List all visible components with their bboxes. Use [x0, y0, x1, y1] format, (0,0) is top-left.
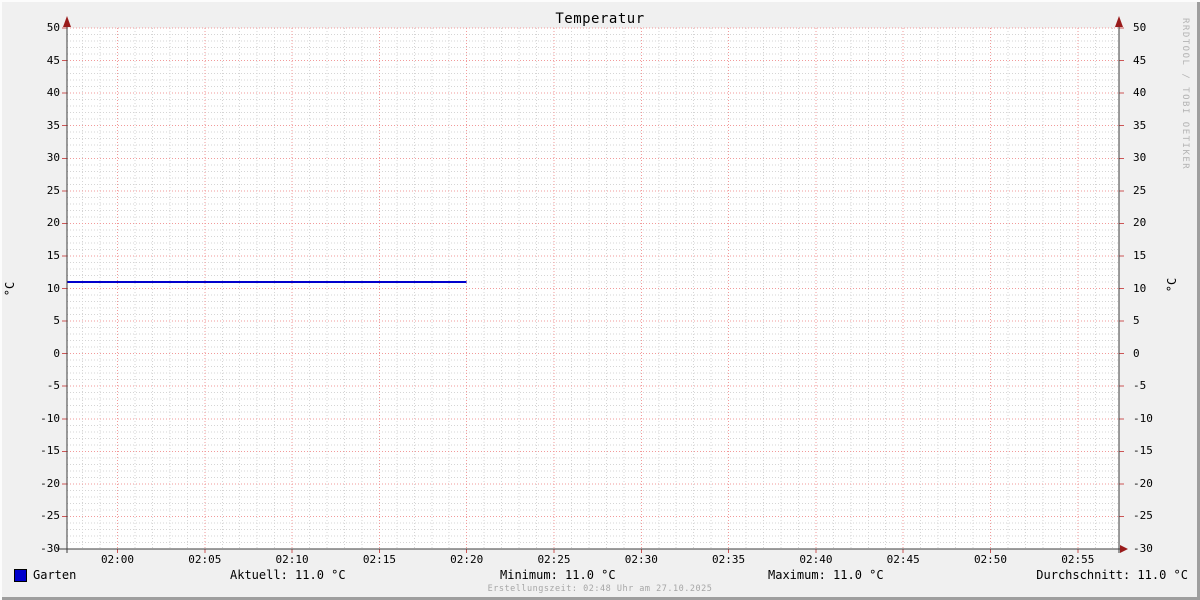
y-axis-tick-label-left: -15: [40, 444, 60, 458]
y-axis-tick-label-left: 20: [46, 216, 60, 230]
y-axis-tick-label-left: 45: [46, 53, 60, 67]
y-axis-unit-left: °C: [3, 281, 17, 297]
x-axis-tick-label: 02:50: [973, 553, 1008, 566]
x-axis-tick-label: 02:45: [886, 553, 920, 566]
y-axis-tick-label-right: 5: [1133, 314, 1140, 328]
y-axis-tick-label-right: -15: [1133, 444, 1153, 458]
x-axis-tick-label: 02:25: [537, 553, 571, 566]
legend-series-label: Garten: [33, 568, 77, 582]
y-axis-tick-label-right: 50: [1133, 21, 1147, 34]
y-axis-tick-label-right: 0: [1133, 346, 1140, 360]
y-axis-tick-label-left: 30: [46, 151, 60, 165]
y-axis-tick-label-right: -5: [1133, 379, 1147, 393]
y-axis-tick-label-left: -10: [40, 411, 60, 425]
y-axis-tick-label-right: 10: [1133, 281, 1147, 295]
y-axis-tick-label-left: 10: [46, 281, 60, 295]
stat-maximum: Maximum: 11.0 °C: [768, 568, 884, 582]
x-axis-tick-label: 02:10: [275, 553, 309, 566]
chart-title: Temperatur: [555, 11, 645, 27]
y-axis-tick-label-right: 30: [1133, 151, 1147, 165]
y-axis-tick-label-right: 25: [1133, 183, 1147, 197]
creation-time: Erstellungszeit: 02:48 Uhr am 27.10.2025: [487, 584, 713, 594]
y-axis-tick-label-right: -10: [1133, 411, 1153, 425]
y-axis-tick-label-right: -20: [1133, 476, 1153, 490]
x-axis-tick-label: 02:40: [799, 553, 833, 566]
y-axis-tick-label-left: -30: [40, 542, 60, 555]
rrdtool-watermark: RRDTOOL / TOBI OETIKER: [1180, 18, 1190, 171]
y-axis-tick-label-right: 20: [1133, 216, 1147, 230]
y-axis-tick-label-left: 40: [46, 86, 60, 100]
y-axis-tick-label-left: -20: [40, 476, 60, 490]
y-axis-tick-label-left: -25: [40, 509, 60, 523]
y-axis-tick-label-right: 40: [1133, 86, 1147, 100]
y-axis-tick-label-right: 15: [1133, 248, 1147, 262]
y-axis-tick-label-right: -30: [1133, 542, 1153, 555]
y-axis-tick-label-left: 0: [53, 346, 60, 360]
stat-minimum: Minimum: 11.0 °C: [500, 568, 616, 582]
y-axis-tick-label-left: -5: [46, 379, 60, 393]
y-axis-tick-label-left: 25: [46, 183, 60, 197]
y-axis-tick-label-left: 15: [46, 248, 60, 262]
y-axis-tick-label-right: 45: [1133, 53, 1147, 67]
stat-aktuell: Aktuell: 11.0 °C: [230, 568, 346, 582]
legend-row: Garten Aktuell: 11.0 °C Minimum: 11.0 °C…: [0, 568, 1200, 583]
x-axis-tick-label: 02:55: [1061, 553, 1095, 566]
y-axis-tick-label-left: 35: [46, 118, 60, 132]
x-axis-tick-label: 02:30: [624, 553, 658, 566]
y-axis-tick-label-right: -25: [1133, 509, 1153, 523]
y-axis-tick-label-left: 50: [46, 21, 60, 34]
x-axis-tick-label: 02:00: [100, 553, 135, 566]
y-axis-tick-label-right: 35: [1133, 118, 1147, 132]
stat-durchschnitt: Durchschnitt: 11.0 °C: [1036, 568, 1188, 582]
x-axis-tick-label: 02:15: [362, 553, 396, 566]
legend-color-swatch: [14, 569, 27, 582]
x-axis-tick-label: 02:35: [712, 553, 746, 566]
y-axis-tick-label-left: 5: [53, 314, 60, 328]
x-axis-tick-label: 02:20: [450, 553, 484, 566]
x-axis-tick-label: 02:05: [188, 553, 222, 566]
